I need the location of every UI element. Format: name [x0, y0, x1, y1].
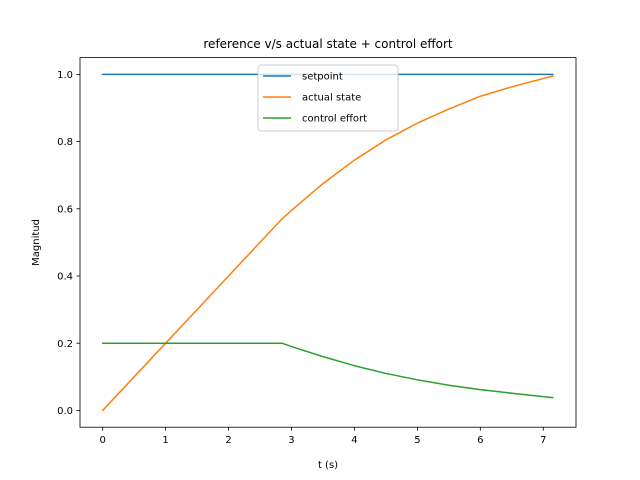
- y-tick-label: 0.2: [57, 339, 73, 350]
- x-tick-label: 7: [540, 435, 546, 446]
- chart-title: reference v/s actual state + control eff…: [203, 37, 453, 51]
- series-line-actual-state: [101, 75, 554, 412]
- x-tick-label: 1: [162, 435, 168, 446]
- y-axis-label: Magnitud: [31, 219, 42, 266]
- y-tick-label: 0.6: [57, 204, 73, 215]
- x-tick-label: 6: [477, 435, 483, 446]
- x-tick-label: 4: [351, 435, 357, 446]
- x-tick-label: 2: [225, 435, 231, 446]
- y-tick-label: 0.4: [57, 272, 73, 283]
- legend-label-actual-state: actual state: [302, 93, 361, 104]
- x-tick-label: 5: [414, 435, 420, 446]
- y-axis-ticks: 0.0 0.2 0.4 0.6 0.8 1.0: [57, 70, 80, 417]
- y-tick-label: 1.0: [57, 70, 73, 81]
- legend-label-control-effort: control effort: [302, 114, 367, 125]
- legend-box: [257, 64, 399, 132]
- plot-frame: [79, 57, 577, 428]
- legend-label-setpoint: setpoint: [302, 72, 343, 83]
- x-axis-label: t (s): [318, 460, 338, 471]
- legend: setpoint actual state control effort: [257, 64, 399, 132]
- x-tick-label: 3: [288, 435, 294, 446]
- x-axis-ticks: 0 1 2 3 4 5 6 7: [99, 427, 546, 446]
- y-tick-label: 0.0: [57, 406, 73, 417]
- y-tick-label: 0.8: [57, 137, 73, 148]
- series-line-control-effort: [101, 342, 554, 399]
- x-tick-label: 0: [99, 435, 105, 446]
